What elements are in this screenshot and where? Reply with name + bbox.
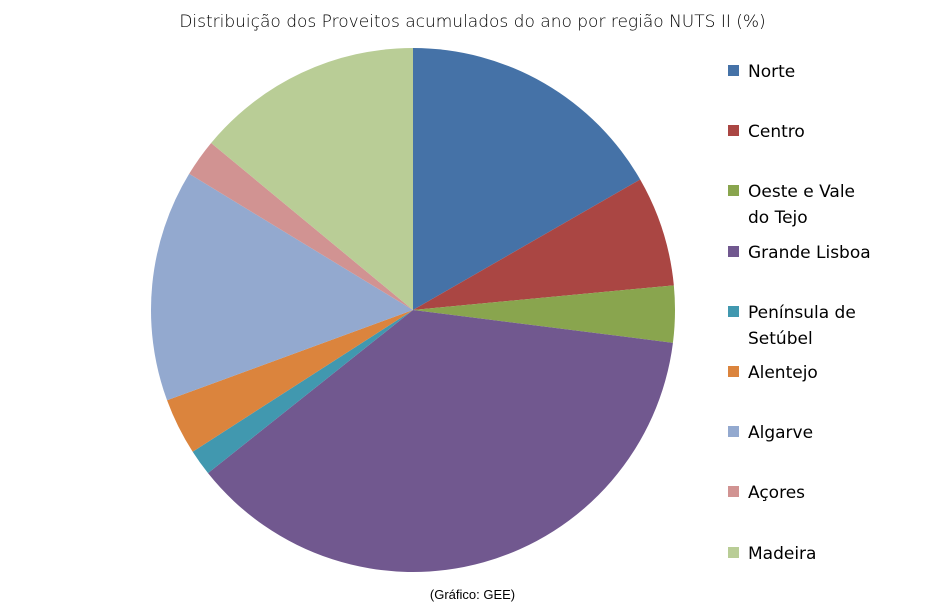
legend-swatch — [728, 125, 739, 137]
source-note: (Gráfico: GEE) — [429, 587, 516, 602]
pie-slice-centro — [413, 179, 674, 310]
legend-item-alentejo: Alentejo — [728, 360, 938, 386]
pie-slice-grande-lisboa — [208, 310, 673, 572]
legend-label: Norte — [748, 62, 796, 82]
legend-item-algarve: Algarve — [728, 420, 938, 446]
legend-item-acores: Açores — [728, 480, 938, 506]
legend-swatch — [728, 486, 739, 498]
legend-label: Algarve — [748, 423, 814, 444]
pie-slice-acores — [189, 142, 413, 310]
legend-item-grande-lisboa: Grande Lisboa — [728, 240, 938, 266]
legend-item-madeira: Madeira — [728, 541, 938, 567]
legend-item-norte: Norte — [728, 59, 938, 85]
legend-item-oeste-e-vale-do-tejo: Oeste e Vale do Tejo — [728, 179, 938, 231]
legend-swatch — [728, 366, 739, 377]
legend-label: Grande Lisboa — [748, 242, 871, 263]
legend-label: Oeste e Vale do Tejo — [748, 182, 855, 229]
pie-slice-oeste-e-vale-do-tejo — [413, 285, 676, 343]
legend-label: Centro — [748, 122, 805, 143]
legend-label: Açores — [748, 483, 806, 504]
legend-label: Alentejo — [748, 363, 818, 383]
legend-swatch — [728, 185, 739, 197]
pie-slice-alentejo — [167, 310, 413, 452]
chart-title: Distribuição dos Proveitos acumulados do… — [179, 12, 766, 32]
legend-swatch — [728, 546, 739, 558]
legend-label: Península de Setúbel — [748, 302, 856, 349]
legend-swatch — [728, 245, 739, 257]
legend-swatch — [728, 65, 739, 76]
pie-slice-peninsula-de-setubel — [192, 310, 413, 474]
legend-item-centro: Centro — [728, 119, 938, 145]
legend-swatch — [728, 426, 739, 438]
legend-swatch — [728, 305, 739, 317]
pie-slice-madeira — [211, 48, 413, 310]
legend-label: Madeira — [748, 543, 817, 564]
pie-slice-algarve — [150, 173, 413, 401]
legend-item-peninsula-de-setubel: Península de Setúbel — [728, 300, 938, 352]
pie-slice-norte — [413, 48, 641, 310]
